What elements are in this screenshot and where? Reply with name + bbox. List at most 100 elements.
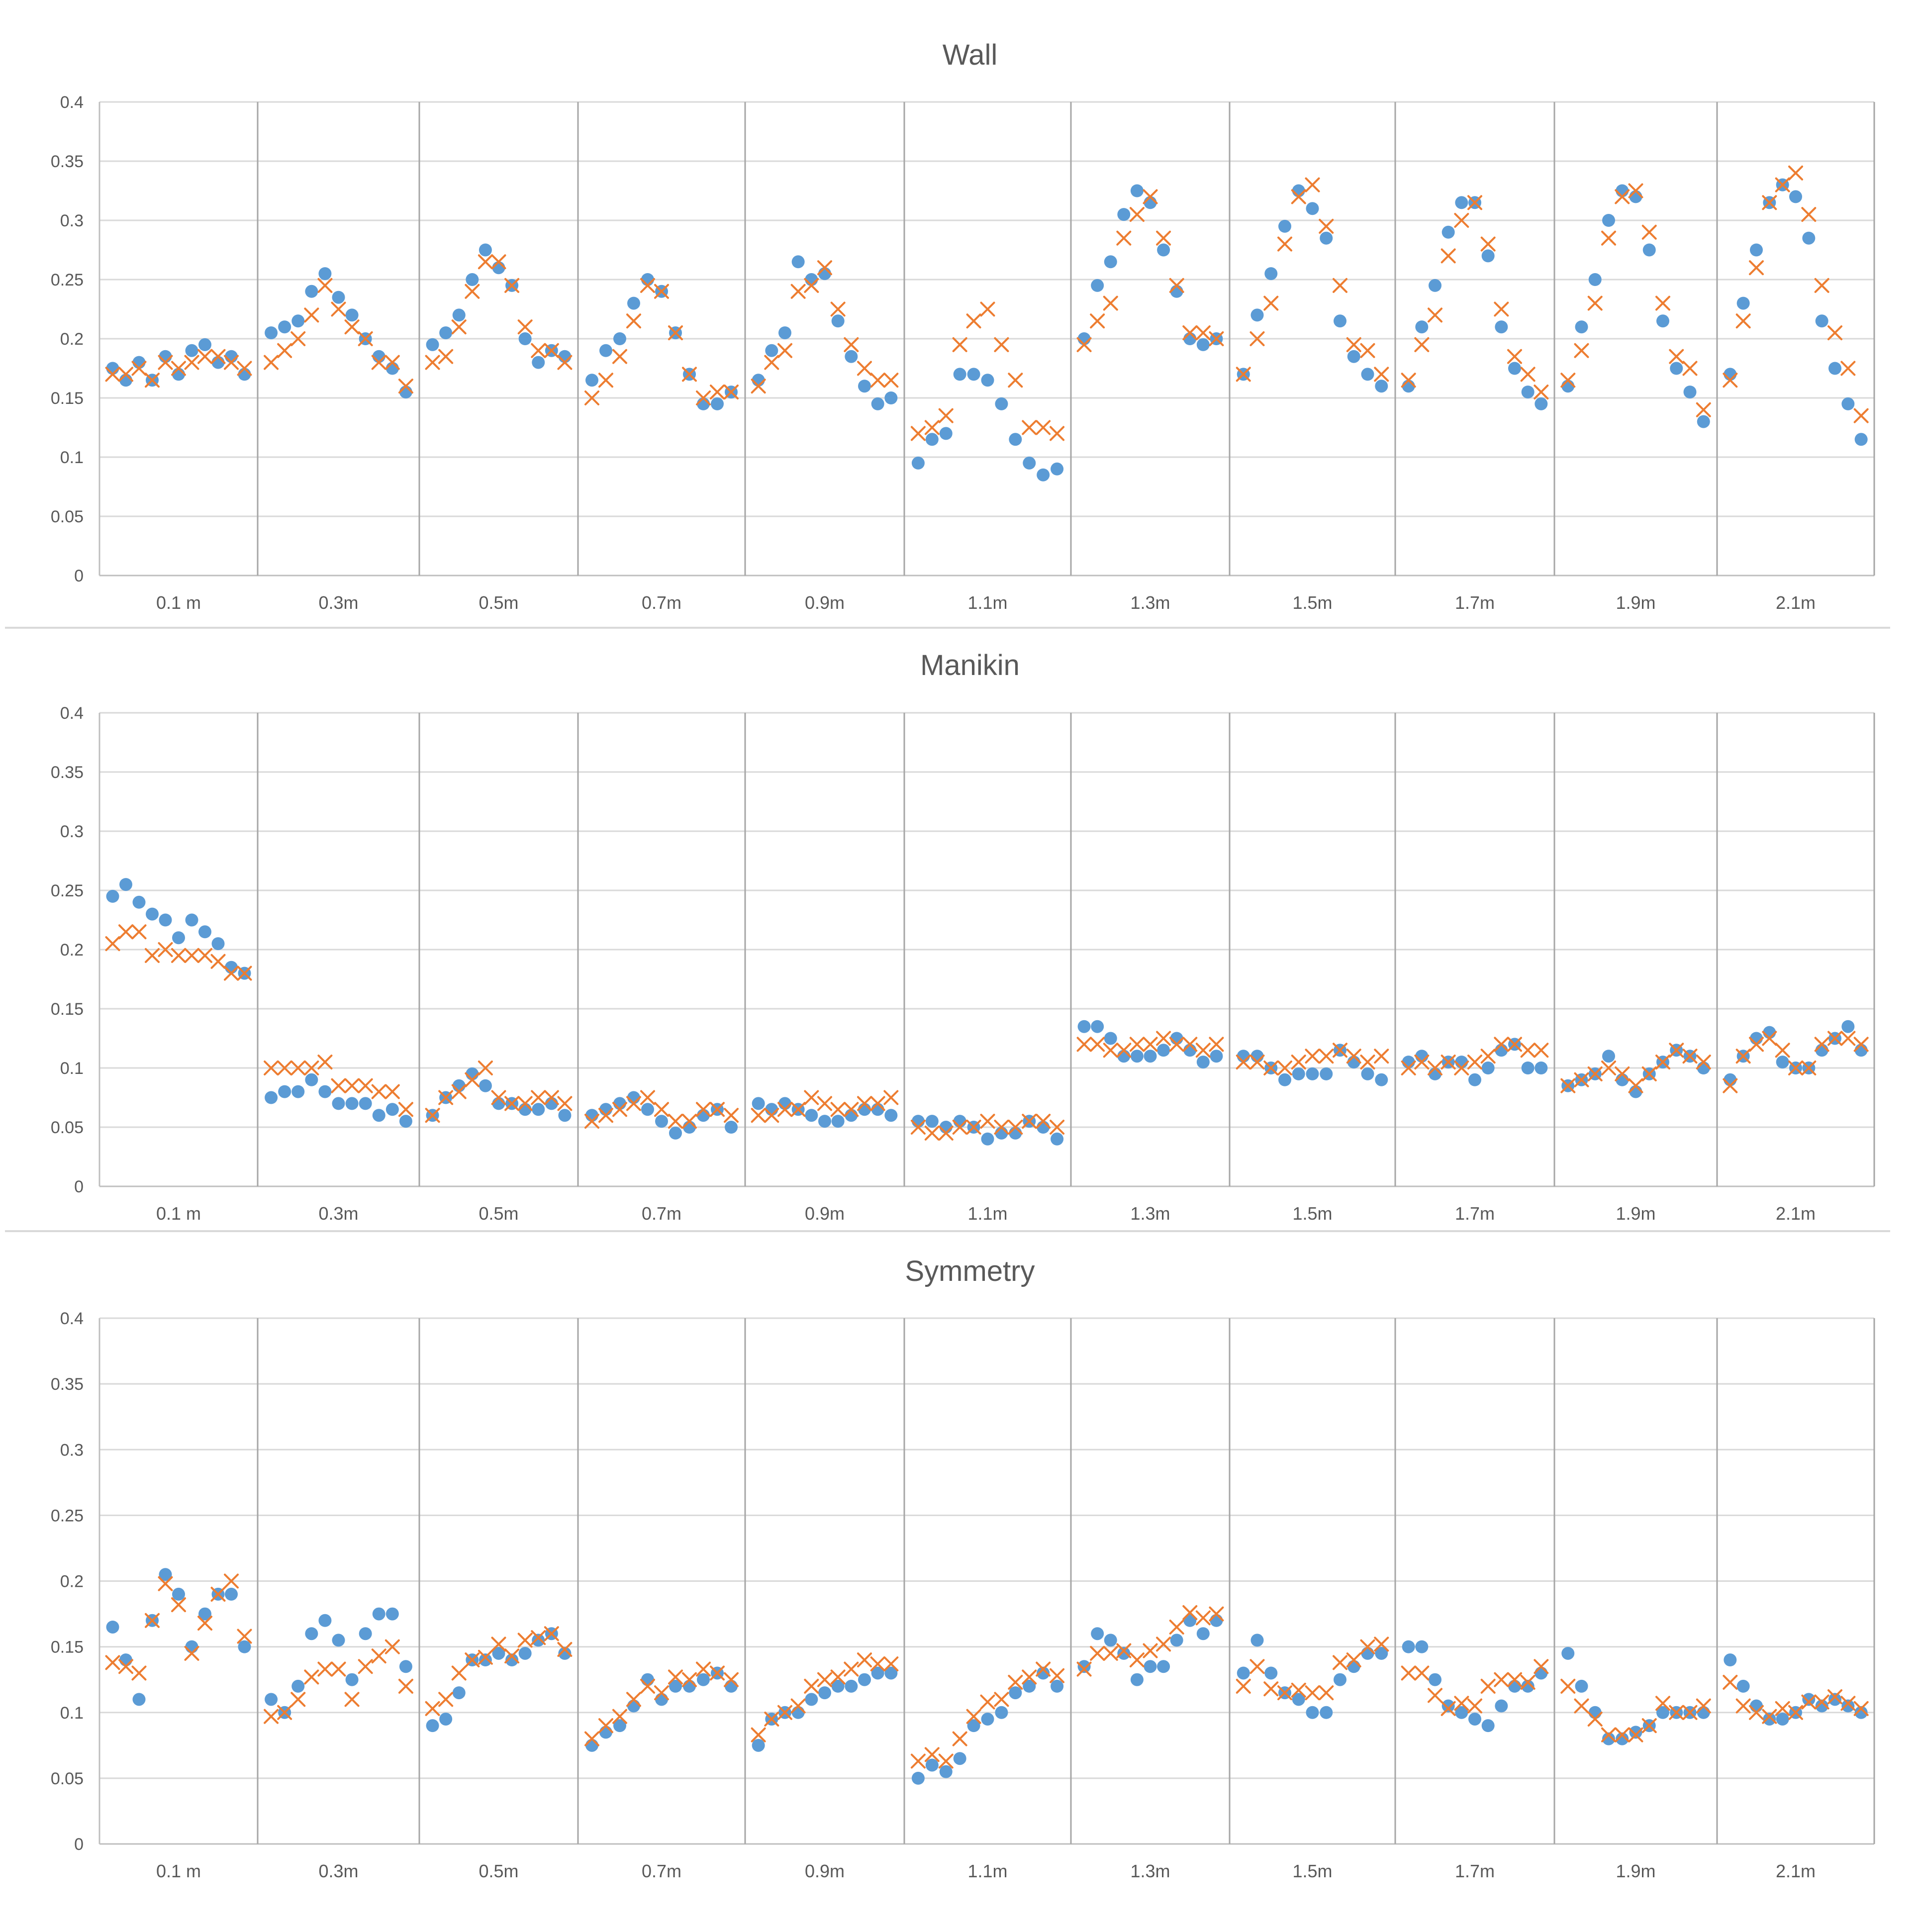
data-point xyxy=(172,931,185,945)
data-point xyxy=(777,1102,792,1117)
data-point xyxy=(385,1607,399,1621)
y-tick-label: 0.05 xyxy=(51,507,84,526)
data-point xyxy=(1763,1712,1776,1726)
data-point xyxy=(952,1120,967,1135)
y-tick-label: 0.25 xyxy=(51,881,84,900)
data-point xyxy=(1601,230,1616,246)
data-point xyxy=(831,314,845,328)
data-point xyxy=(1574,1698,1589,1714)
data-point xyxy=(171,1597,186,1613)
data-point xyxy=(1129,1652,1145,1668)
y-tick-label: 0.25 xyxy=(51,1506,84,1525)
data-point xyxy=(1129,1037,1145,1052)
data-point xyxy=(953,368,966,381)
data-point xyxy=(317,278,333,293)
data-point xyxy=(1669,1705,1684,1720)
data-point xyxy=(197,1616,212,1631)
y-tick-label: 0.35 xyxy=(51,152,84,171)
data-point xyxy=(145,373,160,388)
data-point xyxy=(1735,313,1751,329)
data-point xyxy=(967,1719,980,1733)
data-point xyxy=(925,433,939,446)
data-point xyxy=(210,349,226,364)
category-label: 1.1m xyxy=(967,1203,1007,1224)
data-point xyxy=(938,1753,954,1769)
data-point xyxy=(331,1078,346,1093)
data-point xyxy=(1104,1634,1117,1647)
data-point xyxy=(492,1646,505,1660)
data-point xyxy=(818,1115,831,1128)
data-point xyxy=(358,331,373,346)
data-point xyxy=(131,1665,147,1681)
data-point xyxy=(924,420,940,435)
data-point xyxy=(844,337,859,352)
data-point xyxy=(371,1648,386,1664)
data-point xyxy=(210,954,226,969)
data-point xyxy=(224,1573,239,1589)
data-point xyxy=(924,1125,940,1141)
data-point xyxy=(1854,433,1868,446)
data-point xyxy=(1414,1055,1430,1070)
data-point xyxy=(844,1661,859,1677)
data-point xyxy=(1209,1606,1224,1622)
data-point xyxy=(105,1655,120,1670)
data-point xyxy=(184,355,199,370)
data-point xyxy=(857,1096,872,1111)
data-point xyxy=(1521,1679,1535,1693)
data-point xyxy=(1401,1061,1416,1075)
data-point xyxy=(318,267,332,281)
data-point xyxy=(1169,1037,1184,1052)
data-point xyxy=(884,391,898,404)
data-point xyxy=(966,1709,981,1724)
data-point xyxy=(558,1109,572,1122)
category-label: 0.9m xyxy=(805,1203,845,1224)
data-point xyxy=(790,284,806,299)
series-cross xyxy=(105,924,1869,1141)
data-point xyxy=(1853,1701,1869,1716)
data-point xyxy=(277,1061,292,1075)
data-point xyxy=(1615,1727,1630,1742)
y-tick-label: 0.1 xyxy=(60,1059,84,1078)
data-point xyxy=(1156,230,1171,246)
data-point xyxy=(1628,183,1643,198)
data-point xyxy=(682,1114,697,1129)
data-point xyxy=(613,332,626,345)
data-point xyxy=(159,913,172,927)
data-point xyxy=(599,344,612,357)
data-point xyxy=(399,1660,412,1673)
data-point xyxy=(426,338,439,351)
category-label: 1.1m xyxy=(967,592,1007,613)
data-point xyxy=(1130,1050,1144,1063)
y-tick-label: 0.15 xyxy=(51,389,84,408)
data-point xyxy=(953,1752,966,1765)
data-point xyxy=(910,426,926,441)
data-point xyxy=(1333,1043,1347,1058)
data-point xyxy=(1775,177,1790,193)
data-point xyxy=(1507,1672,1522,1687)
data-point xyxy=(1333,278,1347,293)
data-point xyxy=(1249,1055,1265,1070)
data-point xyxy=(1560,1678,1576,1694)
data-point xyxy=(1789,190,1802,203)
data-point xyxy=(1130,1673,1144,1686)
data-point xyxy=(804,1090,819,1105)
data-point xyxy=(185,344,198,357)
data-point xyxy=(1374,1637,1389,1652)
data-point xyxy=(870,1656,885,1671)
data-point xyxy=(278,320,291,334)
series-cross xyxy=(105,1573,1869,1769)
data-point xyxy=(994,1120,1009,1135)
data-point xyxy=(544,343,559,358)
data-point xyxy=(1801,1061,1817,1075)
data-point xyxy=(331,301,346,317)
data-point xyxy=(1076,337,1092,352)
data-point xyxy=(1333,1655,1347,1670)
data-point xyxy=(1682,1705,1698,1720)
data-point xyxy=(331,1661,346,1677)
data-point xyxy=(1077,1020,1091,1033)
data-point xyxy=(1815,1699,1828,1713)
data-point xyxy=(518,1646,532,1660)
data-point xyxy=(1494,1672,1509,1687)
data-point xyxy=(710,385,725,400)
data-point xyxy=(1736,296,1750,310)
